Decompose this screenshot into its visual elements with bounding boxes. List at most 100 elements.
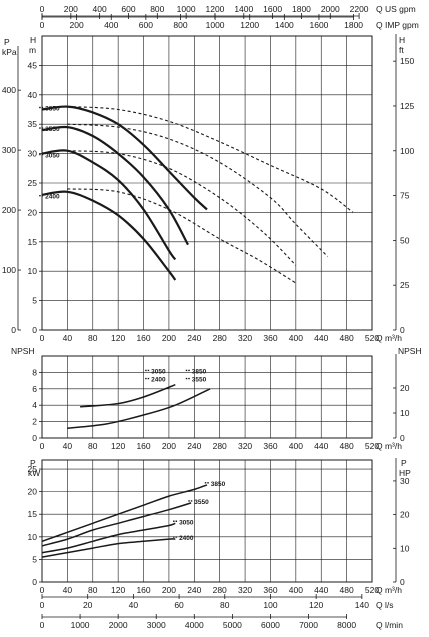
head-curve-dashed-4 [67,106,354,213]
power-xtick-label: 400 [289,585,303,595]
imp-gpm-axis-label: Q IMP gpm [376,20,419,30]
head-kpa-label-unit: kPa [2,47,17,57]
head-m-label-h: H [30,35,36,45]
head-ytick-label: 30 [28,149,38,159]
power-curve-3550 [41,502,192,547]
head-right-tick-label: 0 [400,325,405,335]
power-ytick-label: 25 [28,464,38,474]
head-kpa-label-p: P [4,37,10,47]
npsh-xtick-label: 520 [365,441,379,451]
head-kpa-tick-label: 400 [2,85,16,95]
power-curve-2400 [41,538,176,558]
us-gpm-axis-tick-label: 1200 [206,4,225,14]
npsh-xtick-label: 160 [136,441,150,451]
imp-gpm-axis-tick-label: 400 [104,20,118,30]
npsh-xtick-label: 120 [111,441,125,451]
head-curve-3050 [41,149,177,261]
npsh-xaxis-label: Q m³/h [376,441,402,451]
npsh-xtick-label: 280 [213,441,227,451]
ls-axis-tick-label: 20 [83,600,93,610]
npsh-right-tick-label: 10 [400,408,410,418]
head-kpa-tick-label: 0 [11,325,16,335]
head-curve-label: 3550 [45,126,60,133]
ls-axis-tick-label: 140 [355,600,369,610]
lmin-axis-tick-label: 3000 [147,620,166,630]
npsh-ytick-label: 4 [32,400,37,410]
head-xtick-label: 120 [111,333,125,343]
head-right-tick-label: 100 [400,146,414,156]
head-xtick-label: 280 [213,333,227,343]
power-xtick-label: 240 [187,585,201,595]
power-ytick-label: 20 [28,487,38,497]
power-xtick-label: 320 [238,585,252,595]
us-gpm-axis-tick-label: 2000 [321,4,340,14]
imp-gpm-axis-tick-label: 200 [70,20,84,30]
head-xtick-label: 0 [40,333,45,343]
lmin-axis-tick-label: 8000 [337,620,356,630]
power-xtick-label: 80 [88,585,98,595]
npsh-curve-label: 2400 [151,377,166,384]
head-curve-3550 [41,125,189,246]
head-ytick-label: 25 [28,178,38,188]
us-gpm-axis-tick-label: 200 [64,4,78,14]
power-xtick-label: 280 [213,585,227,595]
lmin-axis-tick-label: 2000 [109,620,128,630]
npsh-xtick-label: 320 [238,441,252,451]
npsh-xtick-label: 80 [88,441,98,451]
head-xtick-label: 80 [88,333,98,343]
power-curve-label: 3550 [194,499,209,506]
power-ytick-label: 15 [28,509,38,519]
power-right-tick-label: 20 [400,510,410,520]
npsh-ytick-label: 0 [32,433,37,443]
npsh-curve-label: 3550 [192,377,207,384]
head-right-tick-label: 150 [400,56,414,66]
npsh-right-tick-label: 20 [400,383,410,393]
power-xtick-label: 480 [340,585,354,595]
head-xtick-label: 40 [63,333,73,343]
power-plot-frame [41,459,373,583]
head-curve-label: 3050 [45,153,60,160]
npsh-curve-3850-3550 [67,388,211,429]
power-curve-label: 3050 [179,519,194,526]
power-right-tick-label: 30 [400,476,410,486]
npsh-xtick-label: 240 [187,441,201,451]
power-xtick-label: 200 [162,585,176,595]
npsh-xtick-label: 360 [263,441,277,451]
lmin-axis-tick-label: 7000 [299,620,318,630]
npsh-ytick-label: 6 [32,384,37,394]
head-xtick-label: 160 [136,333,150,343]
imp-gpm-axis-tick-label: 1800 [344,20,363,30]
imp-gpm-axis-tick-label: 0 [40,20,45,30]
power-curve-3050 [41,522,176,554]
us-gpm-axis-tick-label: 1800 [292,4,311,14]
power-ytick-label: 0 [32,577,37,587]
head-ytick-label: 15 [28,237,38,247]
head-m-label-unit: m [29,45,36,55]
head-xtick-label: 520 [365,333,379,343]
us-gpm-axis-tick-label: 1600 [263,4,282,14]
us-gpm-axis-tick-label: 1400 [234,4,253,14]
npsh-ytick-label: 8 [32,367,37,377]
power-right-tick-label: 10 [400,543,410,553]
lmin-axis-tick-label: 1000 [71,620,90,630]
power-xtick-label: 360 [263,585,277,595]
head-xtick-label: 240 [187,333,201,343]
imp-gpm-axis-tick-label: 1000 [206,20,225,30]
npsh-left-label: NPSH [11,346,35,356]
npsh-right-tick-label: 0 [400,433,405,443]
lmin-axis-tick-label: 6000 [261,620,280,630]
us-gpm-axis-tick-label: 2200 [350,4,369,14]
ls-axis-tick-label: 60 [174,600,184,610]
head-xtick-label: 360 [263,333,277,343]
bottom-axes: 0 20 40 60 80 100 120 140 Q l/s 0 1000 2000 3000 4000… [40,594,403,630]
power-xaxis-label: Q m³/h [376,585,402,595]
head-xtick-label: 320 [238,333,252,343]
head-xtick-label: 200 [162,333,176,343]
us-gpm-axis-label: Q US gpm [376,4,416,14]
head-panel: 0 5 10 15 20 25 30 35 40 45 0 40 80 120 160 200 240 280 32… [2,34,414,343]
imp-gpm-axis-tick-label: 600 [139,20,153,30]
npsh-xtick-label: 200 [162,441,176,451]
power-curve-3850 [41,484,208,543]
